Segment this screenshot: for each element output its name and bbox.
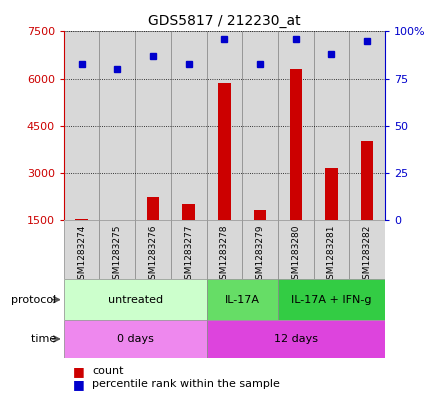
Bar	[75, 219, 88, 220]
Text: GSM1283279: GSM1283279	[256, 225, 264, 285]
Bar	[135, 31, 171, 220]
Text: 12 days: 12 days	[274, 334, 318, 344]
Bar	[278, 220, 314, 279]
Text: GSM1283274: GSM1283274	[77, 225, 86, 285]
Bar	[206, 220, 242, 279]
Text: GSM1283275: GSM1283275	[113, 225, 122, 285]
Bar	[314, 220, 349, 279]
Bar	[64, 220, 99, 279]
Bar	[183, 204, 195, 220]
Text: time: time	[31, 334, 59, 344]
Bar	[171, 31, 206, 220]
Bar	[242, 220, 278, 279]
Bar	[206, 320, 385, 358]
Text: percentile rank within the sample: percentile rank within the sample	[92, 379, 280, 389]
Bar	[135, 220, 171, 279]
Text: untreated: untreated	[108, 295, 163, 305]
Text: ■: ■	[73, 365, 84, 378]
Bar	[171, 220, 206, 279]
Bar	[242, 31, 278, 220]
Bar	[254, 210, 266, 220]
Bar	[361, 141, 374, 220]
Bar	[147, 197, 159, 220]
Text: protocol: protocol	[11, 295, 59, 305]
Bar	[325, 168, 338, 220]
Bar	[206, 31, 242, 220]
Text: GSM1283277: GSM1283277	[184, 225, 193, 285]
Text: IL-17A: IL-17A	[225, 295, 260, 305]
Bar	[64, 279, 206, 320]
Text: GSM1283280: GSM1283280	[291, 225, 300, 285]
Bar	[349, 220, 385, 279]
Text: GSM1283278: GSM1283278	[220, 225, 229, 285]
Text: count: count	[92, 366, 124, 376]
Title: GDS5817 / 212230_at: GDS5817 / 212230_at	[148, 14, 301, 28]
Bar	[278, 279, 385, 320]
Bar	[64, 31, 99, 220]
Bar	[218, 83, 231, 220]
Text: GSM1283276: GSM1283276	[149, 225, 158, 285]
Text: IL-17A + IFN-g: IL-17A + IFN-g	[291, 295, 372, 305]
Bar	[64, 320, 206, 358]
Bar	[290, 69, 302, 220]
Bar	[314, 31, 349, 220]
Bar	[278, 31, 314, 220]
Bar	[349, 31, 385, 220]
Text: GSM1283281: GSM1283281	[327, 225, 336, 285]
Text: 0 days: 0 days	[117, 334, 154, 344]
Bar	[206, 279, 278, 320]
Text: ■: ■	[73, 378, 84, 391]
Bar	[99, 220, 135, 279]
Bar	[99, 31, 135, 220]
Text: GSM1283282: GSM1283282	[363, 225, 372, 285]
